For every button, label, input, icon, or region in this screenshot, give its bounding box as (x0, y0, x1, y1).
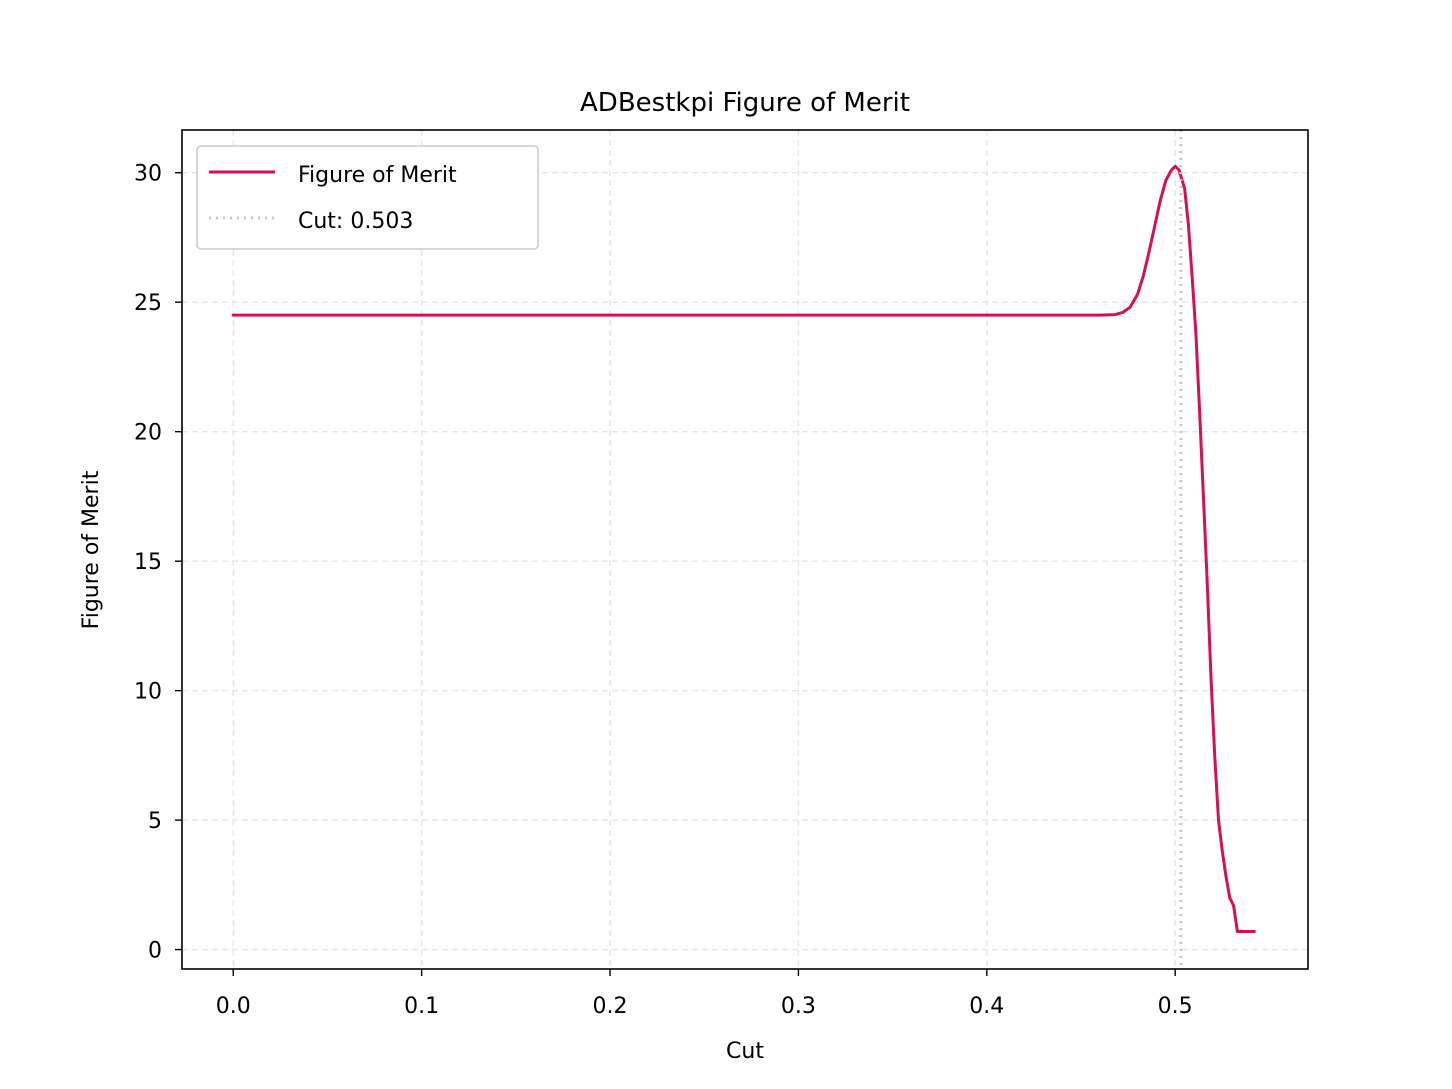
x-axis-label: Cut (726, 1039, 764, 1064)
legend-box (196, 145, 539, 250)
axis-ticks: 0.0 0.1 0.2 0.3 0.4 0.5 0 5 10 15 20 25 30 (134, 162, 1193, 1019)
x-tick-label: 0.1 (404, 994, 439, 1019)
y-tick-label: 30 (134, 162, 162, 187)
legend-label-cut: Cut: 0.503 (298, 209, 413, 234)
y-tick-label: 0 (148, 939, 162, 964)
plot-series (231, 130, 1256, 969)
x-tick-label: 0.0 (216, 994, 251, 1019)
y-tick-label: 10 (134, 680, 162, 705)
x-tick-label: 0.2 (593, 994, 628, 1019)
y-axis-label: Figure of Merit (79, 470, 104, 629)
x-tick-label: 0.5 (1158, 994, 1193, 1019)
plot-frame (181, 129, 1309, 970)
legend: Figure of Merit Cut: 0.503 (196, 145, 539, 250)
y-tick-label: 5 (148, 809, 162, 834)
chart-title: ADBestkpi Figure of Merit (580, 88, 910, 118)
figure-of-merit-line (231, 164, 1256, 933)
y-tick-label: 20 (134, 421, 162, 446)
y-tick-label: 25 (134, 291, 162, 316)
legend-label-figure-of-merit: Figure of Merit (298, 163, 457, 188)
x-tick-label: 0.3 (781, 994, 816, 1019)
x-tick-label: 0.4 (969, 994, 1004, 1019)
y-tick-label: 15 (134, 550, 162, 575)
grid-lines (182, 130, 1308, 969)
